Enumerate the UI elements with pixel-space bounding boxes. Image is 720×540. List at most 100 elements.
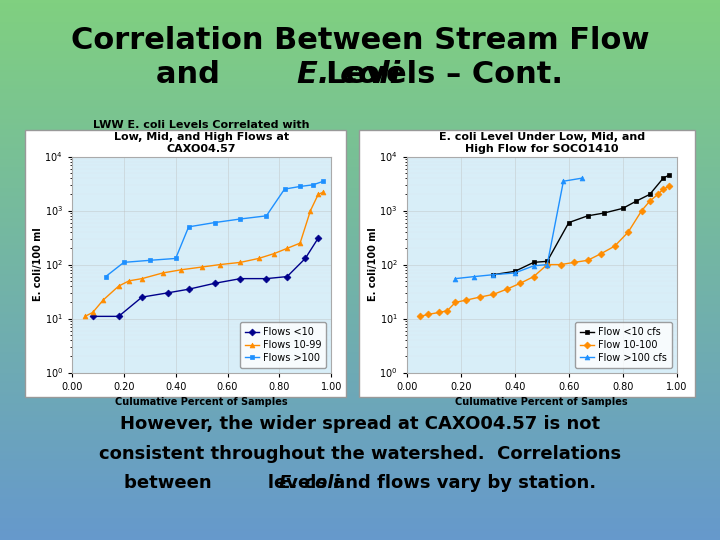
Flows >100 xyxy=(236,215,245,222)
Flow <10 cfs xyxy=(665,172,673,179)
Flow 10-100 xyxy=(654,191,662,198)
Flows >100 xyxy=(184,224,193,230)
Line: Flow <10 cfs: Flow <10 cfs xyxy=(491,173,671,277)
Flows 10-99 xyxy=(236,259,245,266)
Flows <10 xyxy=(210,280,219,287)
Flow >100 cfs xyxy=(451,275,459,282)
Flows 10-99 xyxy=(197,264,206,271)
Y-axis label: E. coli/100 ml: E. coli/100 ml xyxy=(368,228,378,301)
Flow 10-100 xyxy=(516,280,524,287)
Flow <10 cfs xyxy=(583,213,592,219)
Flow >100 cfs xyxy=(559,178,567,185)
Flows 10-99 xyxy=(314,191,323,198)
Flows 10-99 xyxy=(215,261,224,268)
Flow 10-100 xyxy=(570,259,579,266)
Flows 10-99 xyxy=(81,313,89,320)
Flows <10 xyxy=(89,313,97,320)
Flows 10-99 xyxy=(138,275,146,282)
Text: E. coli: E. coli xyxy=(279,474,339,492)
Flows 10-99 xyxy=(306,207,315,214)
Flows 10-99 xyxy=(158,269,167,276)
Flows >100 xyxy=(102,273,110,280)
Title: E. coli Level Under Low, Mid, and
High Flow for SOCO1410: E. coli Level Under Low, Mid, and High F… xyxy=(438,132,645,154)
Flows <10 xyxy=(283,273,292,280)
Flows <10 xyxy=(314,235,323,241)
Flows 10-99 xyxy=(254,255,263,262)
Flows 10-99 xyxy=(125,278,133,284)
Title: LWW E. coli Levels Correlated with
Low, Mid, and High Flows at
CAXO04.57: LWW E. coli Levels Correlated with Low, … xyxy=(94,120,310,154)
Flow 10-100 xyxy=(659,186,667,192)
Flows 10-99 xyxy=(114,283,123,289)
Flow <10 cfs xyxy=(543,258,552,265)
Flows 10-99 xyxy=(296,240,305,246)
Flow <10 cfs xyxy=(659,175,667,181)
Flow 10-100 xyxy=(583,257,592,264)
Flow 10-100 xyxy=(557,261,565,268)
Line: Flow 10-100: Flow 10-100 xyxy=(418,184,671,319)
Flow 10-100 xyxy=(443,307,451,314)
Text: between         levels and flows vary by station.: between levels and flows vary by station… xyxy=(124,474,596,492)
Flows 10-99 xyxy=(319,189,328,195)
Line: Flows <10: Flows <10 xyxy=(90,235,320,319)
X-axis label: Culumative Percent of Samples: Culumative Percent of Samples xyxy=(115,397,288,407)
Legend: Flows <10, Flows 10-99, Flows >100: Flows <10, Flows 10-99, Flows >100 xyxy=(240,322,326,368)
Flows 10-99 xyxy=(99,297,107,303)
Flow <10 cfs xyxy=(529,259,538,266)
Flows <10 xyxy=(114,313,123,320)
Line: Flows >100: Flows >100 xyxy=(103,179,326,279)
Flow 10-100 xyxy=(503,286,511,293)
Flow <10 cfs xyxy=(489,272,498,278)
Flows <10 xyxy=(184,286,193,293)
Flow 10-100 xyxy=(611,243,619,249)
Flow >100 cfs xyxy=(470,273,479,280)
Flow 10-100 xyxy=(451,299,459,306)
Flow <10 cfs xyxy=(600,210,608,217)
Flow <10 cfs xyxy=(510,268,519,274)
Y-axis label: E. coli/100 ml: E. coli/100 ml xyxy=(33,228,43,301)
Flow <10 cfs xyxy=(564,219,573,226)
Line: Flow >100 cfs: Flow >100 cfs xyxy=(453,176,585,281)
Flows >100 xyxy=(262,213,271,219)
Text: However, the wider spread at CAXO04.57 is not: However, the wider spread at CAXO04.57 i… xyxy=(120,415,600,433)
Flow 10-100 xyxy=(489,291,498,298)
Flow <10 cfs xyxy=(632,198,641,204)
Flows >100 xyxy=(319,178,328,185)
Flow 10-100 xyxy=(665,183,673,190)
Flows >100 xyxy=(145,257,154,264)
Flows <10 xyxy=(163,289,172,296)
Flows 10-99 xyxy=(283,245,292,252)
Legend: Flow <10 cfs, Flow 10-100, Flow >100 cfs: Flow <10 cfs, Flow 10-100, Flow >100 cfs xyxy=(575,322,672,368)
Flow >100 cfs xyxy=(578,175,587,181)
Flow 10-100 xyxy=(475,294,484,300)
Flow >100 cfs xyxy=(489,272,498,278)
Text: Correlation Between Stream Flow: Correlation Between Stream Flow xyxy=(71,26,649,55)
Flows >100 xyxy=(171,255,180,262)
Flow >100 cfs xyxy=(510,269,519,276)
Flows 10-99 xyxy=(270,251,279,257)
Flows <10 xyxy=(236,275,245,282)
Flows <10 xyxy=(262,275,271,282)
Flow 10-100 xyxy=(529,273,538,280)
Flows 10-99 xyxy=(89,309,97,316)
Flow <10 cfs xyxy=(618,205,627,212)
Flow 10-100 xyxy=(645,198,654,204)
Flow >100 cfs xyxy=(529,262,538,269)
Flows >100 xyxy=(296,183,305,190)
Text: E. coli: E. coli xyxy=(297,60,400,89)
X-axis label: Culumative Percent of Samples: Culumative Percent of Samples xyxy=(456,397,628,407)
Flows >100 xyxy=(280,186,289,192)
Flow 10-100 xyxy=(435,309,444,316)
Flows >100 xyxy=(210,219,219,226)
Flow 10-100 xyxy=(624,229,632,235)
Flow >100 cfs xyxy=(543,261,552,268)
Flows >100 xyxy=(120,259,128,266)
Flow 10-100 xyxy=(416,313,425,320)
Flows >100 xyxy=(309,181,318,188)
Text: and          Levels – Cont.: and Levels – Cont. xyxy=(156,60,564,89)
Text: consistent throughout the watershed.  Correlations: consistent throughout the watershed. Cor… xyxy=(99,444,621,463)
Flow 10-100 xyxy=(462,297,471,303)
Flows <10 xyxy=(138,294,146,300)
Line: Flows 10-99: Flows 10-99 xyxy=(83,190,326,319)
Flows <10 xyxy=(301,255,310,262)
Flow 10-100 xyxy=(543,261,552,268)
